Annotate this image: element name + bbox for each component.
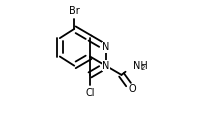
Text: N: N [102,61,109,71]
Text: N: N [102,42,109,52]
Text: NH: NH [133,61,147,71]
Text: Cl: Cl [85,88,94,98]
Text: O: O [128,84,135,94]
Text: 2: 2 [140,65,144,71]
Text: Br: Br [69,6,79,16]
